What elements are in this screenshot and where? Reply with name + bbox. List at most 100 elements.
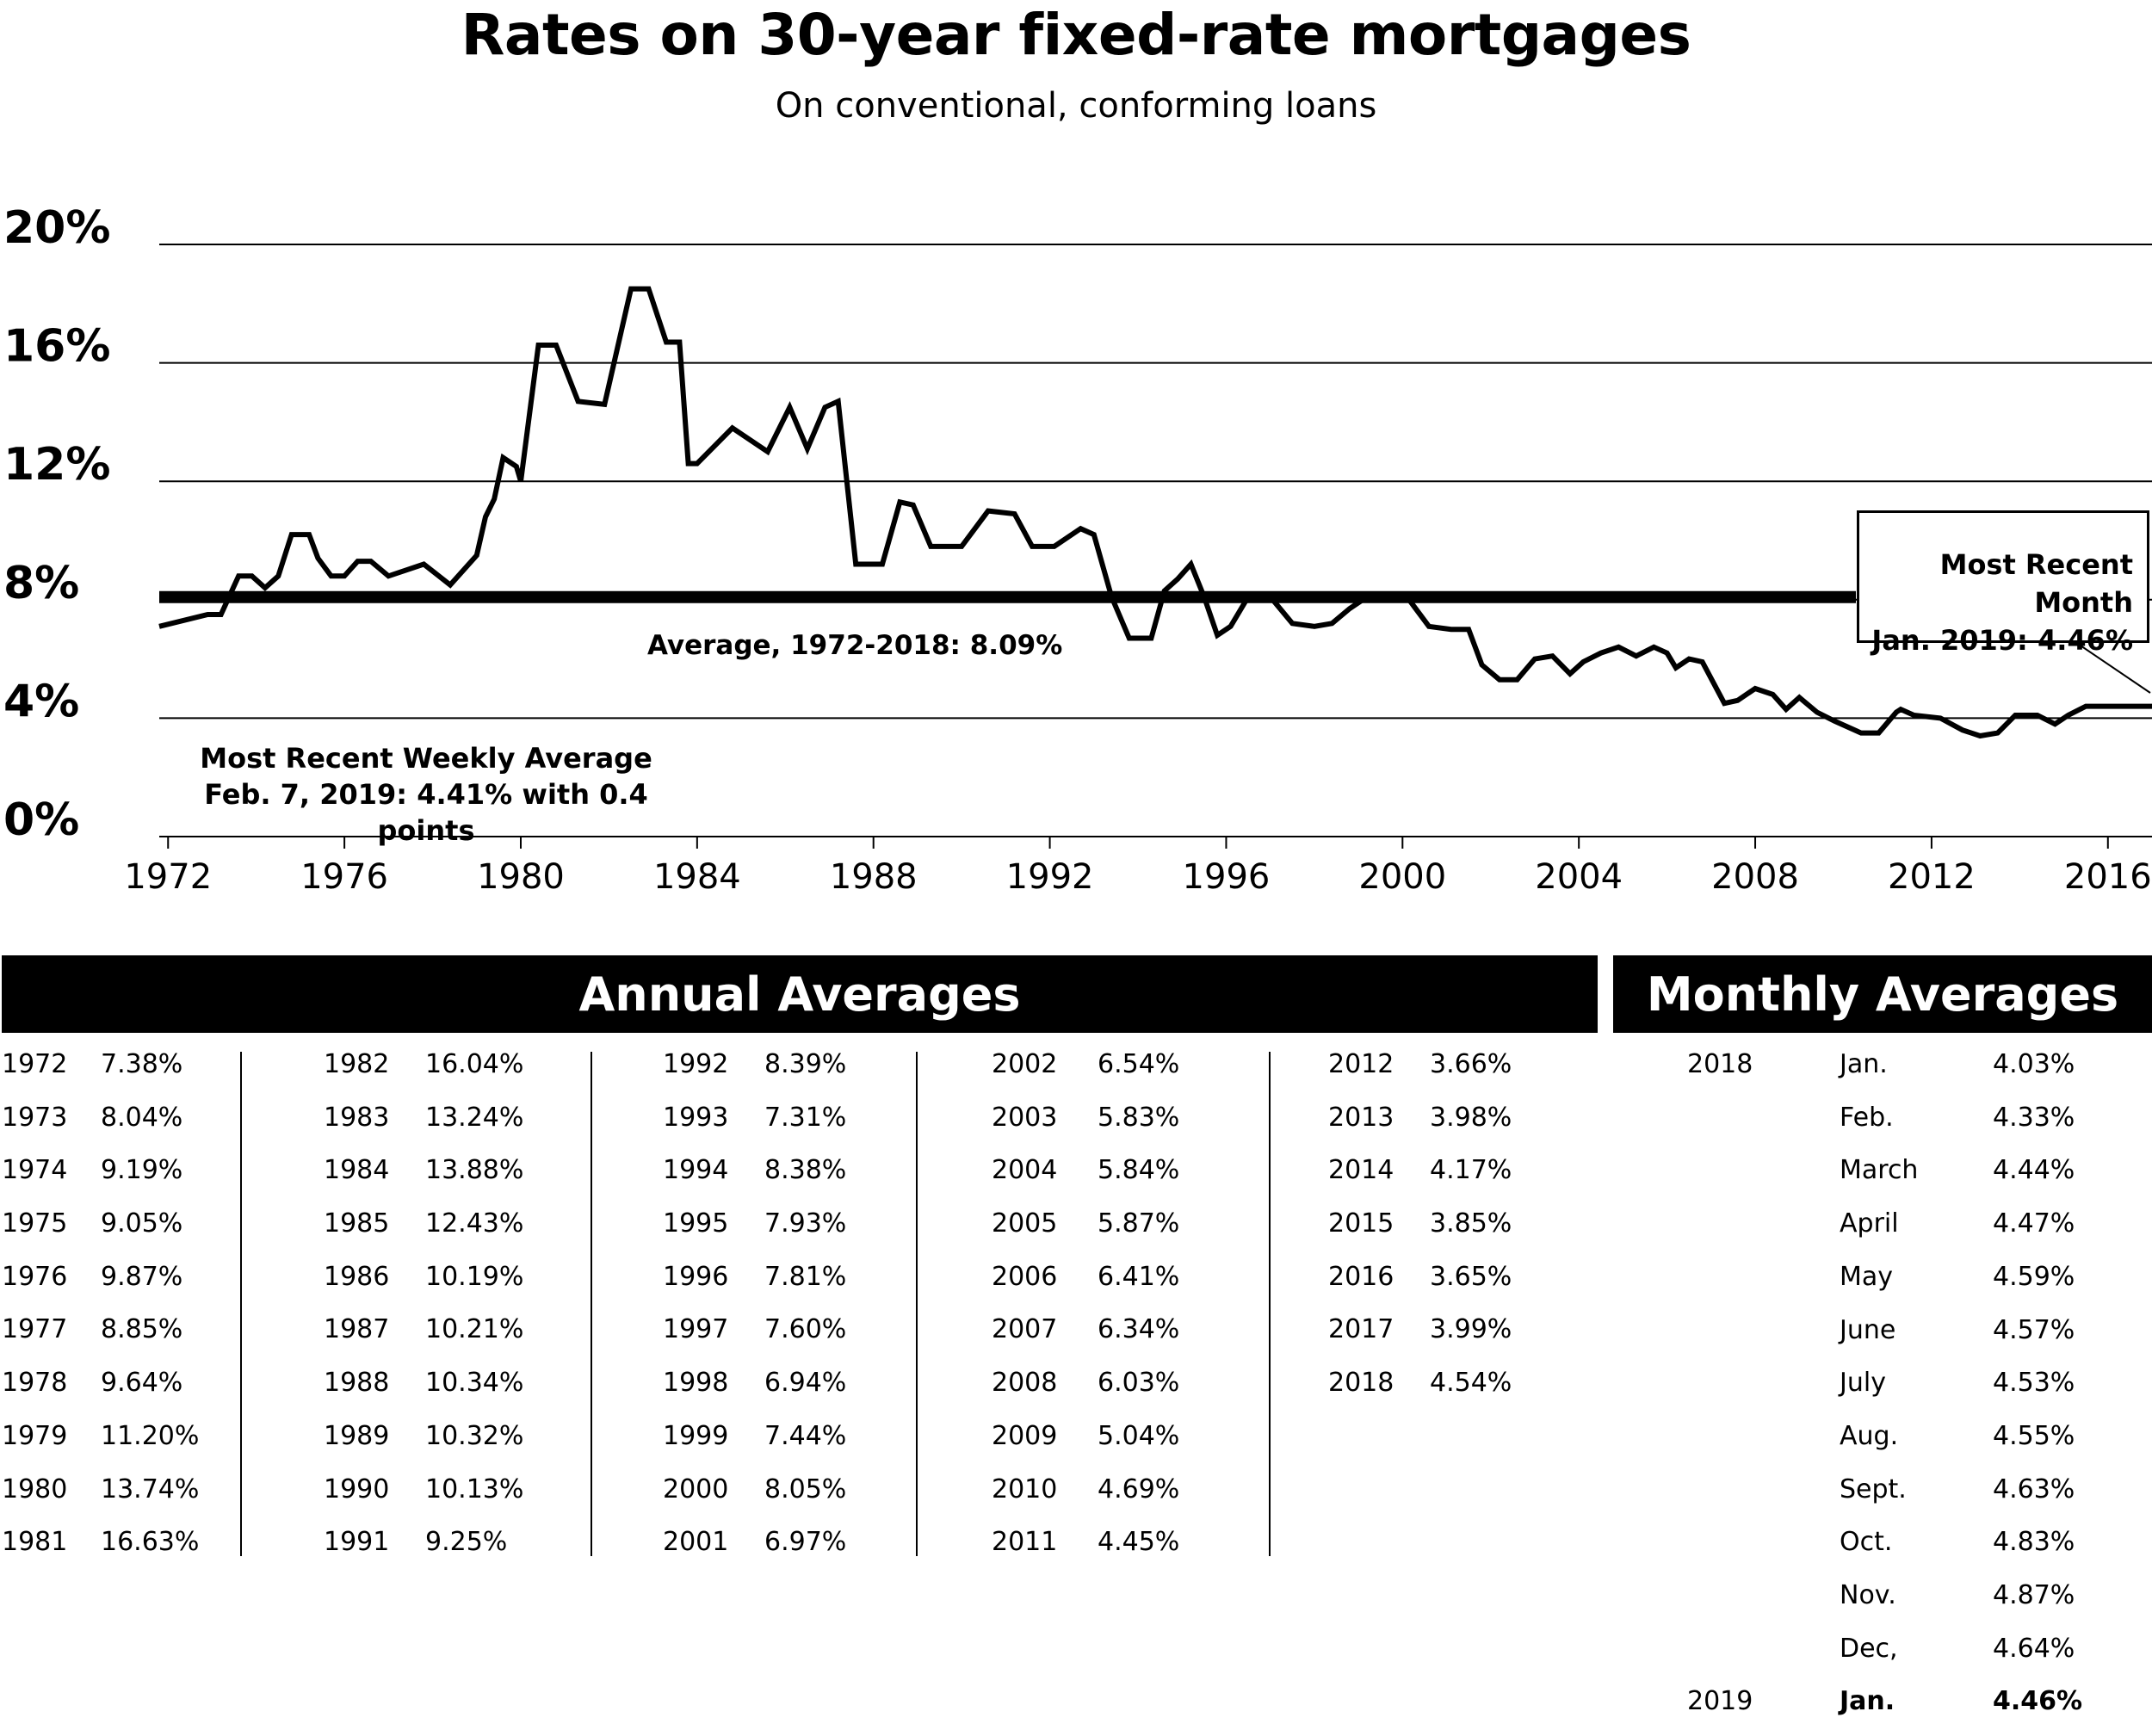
annual-row: 1984 13.88% [324, 1152, 608, 1205]
annual-year: 1999 [663, 1420, 729, 1451]
annual-row: 2003 5.83% [992, 1099, 1276, 1152]
annual-year: 1994 [663, 1155, 729, 1186]
monthly-row: Oct. 4.83% [1613, 1523, 2152, 1577]
monthly-rate: 4.53% [1993, 1368, 2075, 1399]
annual-row: 1987 10.21% [324, 1311, 608, 1364]
column-separator [240, 1052, 242, 1556]
annual-column: 1982 16.04% 1983 13.24% 1984 13.88% 1985 12.43%… [324, 1046, 608, 1577]
column-separator [916, 1052, 918, 1556]
monthly-rate: 4.33% [1993, 1102, 2075, 1133]
annual-year: 2001 [663, 1527, 729, 1558]
monthly-rate: 4.59% [1993, 1261, 2075, 1292]
monthly-month: May [1840, 1261, 1894, 1292]
y-tick-label: 4% [3, 676, 79, 727]
annual-row: 1985 12.43% [324, 1205, 608, 1258]
annual-rate: 8.04% [101, 1102, 183, 1133]
annual-year: 1975 [2, 1208, 68, 1239]
annual-rate: 5.83% [1098, 1102, 1180, 1133]
x-tick-label: 1992 [1006, 857, 1094, 897]
annual-row: 2007 6.34% [992, 1311, 1276, 1364]
annual-year: 1976 [2, 1261, 68, 1292]
average-label: Average, 1972-2018: 8.09% [647, 630, 1063, 661]
annual-year: 1985 [324, 1208, 390, 1239]
annual-row: 2011 4.45% [992, 1523, 1276, 1577]
monthly-rate: 4.83% [1993, 1527, 2075, 1558]
monthly-month: Jan. [1840, 1049, 1888, 1079]
annual-year: 2008 [992, 1368, 1058, 1399]
annual-year: 1984 [324, 1155, 390, 1186]
annual-row: 2012 3.66% [1328, 1046, 1612, 1099]
annual-row: 2000 8.05% [663, 1471, 947, 1524]
annual-row: 2008 6.03% [992, 1364, 1276, 1418]
annual-row: 1981 16.63% [2, 1523, 286, 1577]
annual-rate: 13.24% [425, 1102, 524, 1133]
annual-column: 2002 6.54% 2003 5.83% 2004 5.84% 2005 5.87% 2006… [992, 1046, 1276, 1577]
annual-year: 2013 [1328, 1102, 1394, 1133]
annual-rate: 16.63% [101, 1527, 200, 1558]
x-tick-label: 1996 [1183, 857, 1271, 897]
annual-row: 1980 13.74% [2, 1471, 286, 1524]
annual-row: 1994 8.38% [663, 1152, 947, 1205]
monthly-row: March 4.44% [1613, 1152, 2152, 1205]
monthly-rate: 4.87% [1993, 1580, 2075, 1610]
annual-rate: 10.34% [425, 1368, 524, 1399]
monthly-rate: 4.63% [1993, 1473, 2075, 1504]
annual-rate: 6.41% [1098, 1261, 1180, 1292]
annual-row: 1989 10.32% [324, 1418, 608, 1471]
annual-year: 2016 [1328, 1261, 1394, 1292]
annual-row: 1996 7.81% [663, 1258, 947, 1312]
annual-rate: 10.19% [425, 1261, 524, 1292]
annual-year: 2000 [663, 1473, 729, 1504]
annual-year: 2017 [1328, 1314, 1394, 1345]
y-tick-label: 8% [3, 558, 79, 609]
annual-year: 1990 [324, 1473, 390, 1504]
rate-series-line [158, 286, 2152, 739]
annual-year: 2007 [992, 1314, 1058, 1345]
annual-rate: 3.65% [1430, 1261, 1512, 1292]
annual-year: 2018 [1328, 1368, 1394, 1399]
x-tick-label: 2000 [1358, 857, 1446, 897]
x-tick-label: 1972 [124, 857, 212, 897]
annual-row: 1997 7.60% [663, 1311, 947, 1364]
annual-year: 2009 [992, 1420, 1058, 1451]
annual-rate: 6.54% [1098, 1049, 1180, 1079]
annual-row: 2001 6.97% [663, 1523, 947, 1577]
annual-rate: 12.43% [425, 1208, 524, 1239]
annual-year: 1977 [2, 1314, 68, 1345]
monthly-row: June 4.57% [1613, 1312, 2152, 1365]
monthly-rate: 4.57% [1993, 1314, 2075, 1345]
annual-rate: 9.05% [101, 1208, 183, 1239]
annual-rate: 6.03% [1098, 1368, 1180, 1399]
monthly-rate: 4.46% [1993, 1686, 2083, 1717]
x-tick-label: 2016 [2064, 857, 2152, 897]
annual-row: 1998 6.94% [663, 1364, 947, 1418]
annual-row: 2009 5.04% [992, 1418, 1276, 1471]
annual-row: 1975 9.05% [2, 1205, 286, 1258]
annual-rate: 6.97% [764, 1527, 847, 1558]
annual-rate: 10.32% [425, 1420, 524, 1451]
annual-rate: 8.39% [764, 1049, 847, 1079]
annual-rate: 3.98% [1430, 1102, 1512, 1133]
monthly-rate: 4.47% [1993, 1208, 2075, 1239]
x-tick-label: 1984 [653, 857, 741, 897]
annual-row: 1977 8.85% [2, 1311, 286, 1364]
annual-row: 1978 9.64% [2, 1364, 286, 1418]
annual-row: 2017 3.99% [1328, 1311, 1612, 1364]
annual-rate: 3.99% [1430, 1314, 1512, 1345]
annual-year: 1978 [2, 1368, 68, 1399]
y-tick-label: 16% [3, 321, 110, 373]
annual-row: 1979 11.20% [2, 1418, 286, 1471]
annual-row: 1983 13.24% [324, 1099, 608, 1152]
annual-year: 2002 [992, 1049, 1058, 1079]
annual-year: 1973 [2, 1102, 68, 1133]
annual-year: 2014 [1328, 1155, 1394, 1186]
annual-year: 2005 [992, 1208, 1058, 1239]
monthly-row: Nov. 4.87% [1613, 1577, 2152, 1630]
x-tick-label: 1988 [830, 857, 918, 897]
annual-year: 1986 [324, 1261, 390, 1292]
annual-row: 1986 10.19% [324, 1258, 608, 1312]
annual-row: 2010 4.69% [992, 1471, 1276, 1524]
annual-row: 2016 3.65% [1328, 1258, 1612, 1312]
annual-year: 1983 [324, 1102, 390, 1133]
annual-rate: 7.93% [764, 1208, 847, 1239]
